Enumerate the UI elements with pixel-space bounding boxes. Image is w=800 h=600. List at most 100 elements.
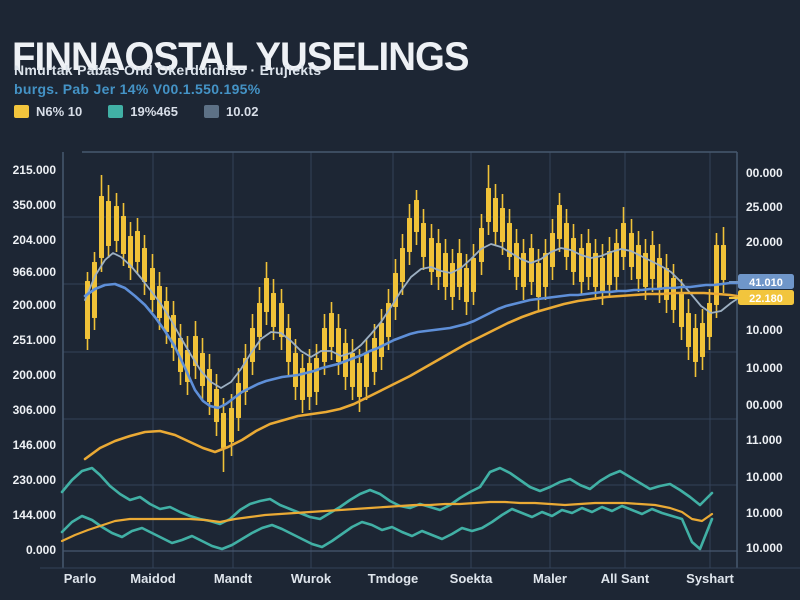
candle-body [579, 248, 584, 282]
candle-body [550, 233, 555, 267]
page-title: FINNAOSTAL YUSELINGS [12, 34, 470, 79]
candle-body [214, 389, 219, 422]
y-axis-tick-left: 966.000 [12, 265, 56, 279]
y-axis-tick-left: 144.000 [12, 508, 56, 522]
legend-swatch-icon [108, 105, 124, 118]
candle-body [257, 303, 262, 337]
candle-body [314, 358, 319, 392]
chart-stats-line: burgs. Pab Jer 14% V00.1.550.195% [14, 81, 261, 97]
price-badge-label: 41.010 [749, 277, 783, 289]
candle-body [686, 313, 691, 347]
candle-body [664, 268, 669, 300]
chart-subtitle: Nmurtak Pabas Ond Okerduidliso · Erujiek… [14, 62, 322, 78]
candle-body [643, 253, 648, 287]
y-axis-tick-right: 10.000 [746, 361, 783, 375]
y-axis-tick-right: 00.000 [746, 166, 783, 180]
candle-body [336, 328, 341, 362]
legend-label: 19%465 [130, 104, 178, 119]
x-axis-tick: All Sant [600, 571, 650, 586]
candle-body [507, 223, 512, 257]
x-axis-tick: Maidod [130, 571, 176, 586]
legend-item-0: N6% 10 [14, 104, 82, 119]
candle-body [379, 323, 384, 357]
candle-body [99, 196, 104, 258]
candle-body [450, 263, 455, 297]
candle-body [400, 248, 405, 282]
candle-body [600, 258, 605, 292]
legend-swatch-icon [14, 105, 29, 118]
x-axis-tick: Soekta [449, 571, 493, 586]
candle-body [193, 336, 198, 366]
candle-body [721, 245, 726, 280]
series-yellow-signal [60, 500, 714, 543]
y-axis-tick-left: 0.000 [25, 543, 56, 557]
y-axis-tick-left: 200.000 [12, 368, 56, 382]
candle-body [429, 238, 434, 272]
candle-body [200, 353, 205, 386]
y-axis-tick-right: 20.000 [746, 235, 783, 249]
candle-body [264, 278, 269, 312]
legend-label: 10.02 [225, 104, 259, 119]
candle-body [657, 258, 662, 290]
candle-body [407, 218, 412, 252]
price-badge-label: 22.180 [749, 293, 783, 305]
candle-body [464, 268, 469, 302]
series-blue-ma [83, 281, 739, 410]
y-axis-tick-right: 00.000 [746, 398, 783, 412]
candle-body [514, 243, 519, 277]
candle-body [207, 369, 212, 402]
y-axis-tick-left: 146.000 [12, 438, 56, 452]
candle-body [221, 413, 226, 448]
candle-body [493, 198, 498, 232]
candle-body [286, 328, 291, 362]
candle-body [142, 248, 147, 282]
x-axis-tick: Wurok [290, 571, 332, 586]
candle-body [471, 258, 476, 292]
legend-item-2: 10.02 [203, 104, 259, 119]
y-axis-tick-left: 215.000 [12, 163, 56, 177]
series-teal-lower [60, 504, 714, 551]
candle-body [607, 251, 612, 285]
candle-body [679, 293, 684, 327]
candle-body [693, 328, 698, 362]
y-axis-tick-right: 10.000 [746, 323, 783, 337]
series-pale-ma [84, 243, 738, 389]
candle-body [114, 206, 119, 241]
candle-body [521, 253, 526, 287]
candle-body [479, 228, 484, 262]
series-yellow-ma [83, 291, 739, 461]
y-axis-tick-right: 11.000 [746, 433, 783, 447]
candle-body [414, 200, 419, 232]
candle-body [164, 301, 169, 332]
candle-body [236, 383, 241, 418]
y-axis-tick-left: 306.000 [12, 403, 56, 417]
candle-body [707, 303, 712, 337]
legend-swatch-icon [203, 105, 219, 118]
candle-body [714, 245, 719, 305]
candle-body [106, 201, 111, 246]
candle-body [543, 253, 548, 287]
y-axis-tick-left: 204.000 [12, 233, 56, 247]
candle-body [135, 231, 140, 262]
candle-body [279, 303, 284, 337]
x-axis-tick: Syshart [686, 571, 734, 586]
candle-body [329, 313, 334, 347]
candle-body [593, 253, 598, 287]
legend-item-1: 19%465 [108, 104, 178, 119]
candle-body [421, 223, 426, 257]
y-axis-tick-left: 350.000 [12, 198, 56, 212]
candle-body [372, 338, 377, 372]
candle-body [571, 238, 576, 272]
candle-body [564, 223, 569, 257]
y-axis-tick-right: 10.000 [746, 506, 783, 520]
series-teal-upper [60, 466, 714, 526]
candle-body [229, 408, 234, 442]
candle-body [636, 245, 641, 279]
candle-body [586, 243, 591, 277]
legend-label: N6% 10 [36, 104, 83, 119]
candle-body [357, 363, 362, 397]
x-axis-tick: Parlo [63, 571, 97, 586]
y-axis-tick-left: 200.000 [12, 298, 56, 312]
candle-body [500, 208, 505, 242]
